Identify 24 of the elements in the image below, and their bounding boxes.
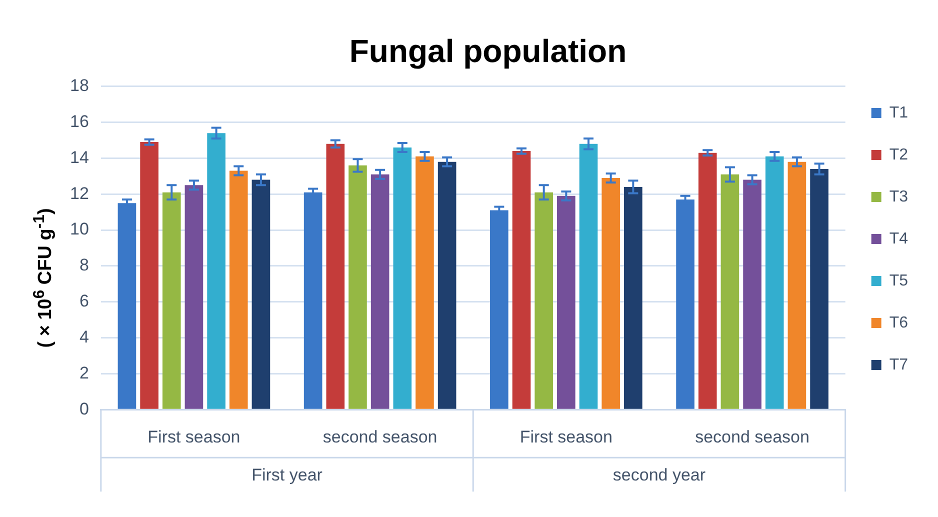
legend-label: T5: [889, 272, 908, 290]
legend-label: T1: [889, 104, 908, 122]
y-tick-label: 6: [79, 292, 89, 311]
y-tick-label: 12: [70, 184, 89, 203]
chart-title: Fungal population: [349, 33, 627, 70]
y-tick-label: 8: [79, 256, 89, 275]
y-tick-label: 0: [79, 399, 89, 418]
y-tick-label: 14: [70, 148, 89, 167]
legend-label: T6: [889, 314, 908, 332]
x-tick-label: First season: [148, 427, 240, 446]
legend-label: T7: [889, 356, 908, 374]
x-tick-label: second season: [695, 427, 810, 446]
y-tick-label: 16: [70, 112, 89, 131]
text: second year: [612, 465, 706, 484]
legend-label: T3: [889, 188, 908, 206]
y-tick-label: 18: [70, 76, 89, 96]
text: First year: [252, 465, 323, 484]
legend-label: T4: [889, 230, 908, 248]
y-tick-label: 4: [79, 327, 89, 346]
y-tick-label: 2: [79, 363, 89, 382]
x-tick-label: First season: [520, 427, 612, 446]
x-tick-label: second season: [322, 427, 438, 446]
y-tick-label: 10: [70, 220, 89, 239]
legend-label: T2: [889, 146, 908, 164]
